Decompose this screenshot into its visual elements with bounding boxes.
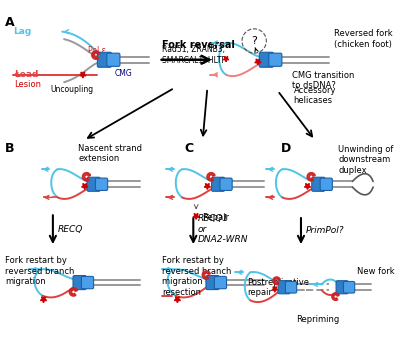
Polygon shape [81, 184, 88, 189]
Text: Unwinding of
downstream
duplex: Unwinding of downstream duplex [338, 145, 394, 175]
Text: Fork restart by
reversed branch
migration: Fork restart by reversed branch migratio… [5, 256, 75, 286]
Text: Rad51, ZRANB3,
SMARCAL1, HLTF: Rad51, ZRANB3, SMARCAL1, HLTF [162, 45, 226, 65]
Polygon shape [82, 172, 91, 181]
Polygon shape [92, 51, 100, 59]
FancyBboxPatch shape [87, 177, 100, 191]
Polygon shape [273, 277, 280, 285]
Polygon shape [204, 184, 211, 189]
FancyBboxPatch shape [97, 52, 111, 67]
Polygon shape [304, 184, 311, 189]
FancyBboxPatch shape [107, 53, 120, 66]
Polygon shape [332, 293, 339, 301]
Polygon shape [207, 172, 215, 181]
Text: Lesion: Lesion [14, 79, 41, 88]
Text: Nascent strand
extension: Nascent strand extension [78, 144, 142, 163]
FancyBboxPatch shape [259, 52, 273, 67]
FancyBboxPatch shape [278, 281, 290, 294]
Text: A: A [5, 16, 15, 29]
Text: Postreplicative
repair: Postreplicative repair [247, 278, 310, 297]
Polygon shape [223, 57, 229, 62]
Text: B: B [5, 142, 14, 155]
Polygon shape [307, 172, 315, 181]
Polygon shape [272, 287, 277, 292]
Text: PrimPol?: PrimPol? [306, 226, 344, 235]
Text: Lag: Lag [14, 27, 32, 36]
Text: ?: ? [251, 36, 257, 46]
FancyBboxPatch shape [81, 277, 93, 289]
Text: Reversed fork
(chicken foot): Reversed fork (chicken foot) [334, 29, 392, 49]
Polygon shape [41, 297, 47, 303]
FancyBboxPatch shape [73, 276, 86, 290]
Polygon shape [69, 288, 77, 296]
FancyBboxPatch shape [95, 178, 107, 191]
Text: Accessory
helicases: Accessory helicases [294, 86, 336, 105]
Text: C: C [184, 142, 193, 155]
Text: D: D [280, 142, 291, 155]
Text: RECQ1
or
DNA2-WRN: RECQ1 or DNA2-WRN [198, 214, 249, 244]
FancyBboxPatch shape [206, 276, 219, 290]
FancyBboxPatch shape [212, 177, 225, 191]
FancyBboxPatch shape [312, 177, 325, 191]
Text: CMG: CMG [115, 69, 132, 78]
Text: Repriming: Repriming [296, 315, 340, 324]
Text: Pol ε: Pol ε [89, 46, 106, 55]
FancyBboxPatch shape [269, 53, 282, 66]
Text: Repair: Repair [202, 213, 229, 222]
FancyBboxPatch shape [286, 281, 297, 293]
Polygon shape [80, 72, 86, 78]
Text: RECQ: RECQ [58, 225, 83, 234]
FancyBboxPatch shape [336, 281, 348, 294]
Polygon shape [174, 297, 180, 303]
Text: Uncoupling: Uncoupling [50, 85, 93, 94]
FancyBboxPatch shape [320, 178, 332, 191]
Polygon shape [202, 271, 211, 279]
Text: Fork reversal: Fork reversal [162, 40, 235, 50]
Polygon shape [193, 213, 199, 219]
FancyBboxPatch shape [344, 281, 355, 293]
Text: CMG transition
to dsDNA?: CMG transition to dsDNA? [292, 71, 354, 90]
Text: Fork restart by
reversed branch
migration or
resection: Fork restart by reversed branch migratio… [162, 256, 232, 297]
Text: New fork: New fork [357, 266, 395, 276]
Polygon shape [255, 59, 261, 65]
FancyBboxPatch shape [220, 178, 232, 191]
Text: Lead: Lead [14, 70, 39, 79]
FancyBboxPatch shape [215, 277, 227, 289]
